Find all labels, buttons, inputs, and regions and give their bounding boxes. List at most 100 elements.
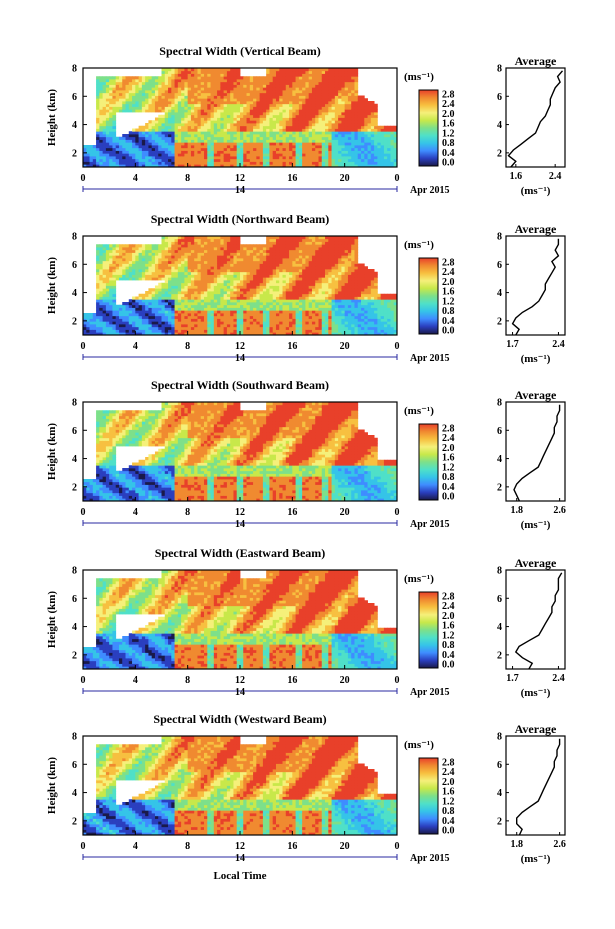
heatmap-cell <box>200 244 205 248</box>
heatmap-cell <box>102 158 107 162</box>
heatmap-cell <box>266 236 270 240</box>
heatmap-cell <box>197 291 202 295</box>
heatmap-cell <box>141 269 146 273</box>
heatmap-cell <box>347 147 352 151</box>
heatmap-cell <box>259 145 264 149</box>
heatmap-cell <box>364 161 368 165</box>
heatmap-cell <box>122 249 126 253</box>
heatmap-cell <box>210 125 215 129</box>
heatmap-cell <box>99 277 104 281</box>
heatmap-cell <box>128 310 133 314</box>
heatmap-cell <box>99 252 104 256</box>
heatmap-cell <box>233 277 238 281</box>
heatmap-cell <box>158 321 162 325</box>
heatmap-cell <box>197 87 202 91</box>
heatmap-cell <box>118 255 123 259</box>
heatmap-cell <box>374 158 378 162</box>
heatmap-cell <box>115 266 120 270</box>
heatmap-cell <box>256 244 261 248</box>
heatmap-cell <box>112 244 117 248</box>
heatmap-cell <box>259 76 264 80</box>
heatmap-cell <box>364 139 368 143</box>
heatmap-cell <box>289 161 293 165</box>
heatmap-cell <box>269 76 274 80</box>
heatmap-cell <box>122 98 126 102</box>
heatmap-cell <box>311 90 316 94</box>
heatmap-cell <box>393 161 398 165</box>
heatmap-cell <box>122 247 126 251</box>
heatmap-cell <box>236 112 241 116</box>
heatmap-cell <box>181 293 185 297</box>
heatmap-cell <box>361 145 365 149</box>
heatmap-cell <box>213 252 218 256</box>
heatmap-cell <box>190 326 195 330</box>
heatmap-cell <box>145 76 149 80</box>
heatmap-cell <box>187 81 192 85</box>
heatmap-cell <box>171 81 175 85</box>
heatmap-cell <box>109 156 113 160</box>
heatmap-cell <box>246 79 251 83</box>
heatmap-cell <box>226 307 231 311</box>
heatmap-cell <box>102 92 107 96</box>
heatmap-cell <box>269 263 274 267</box>
heatmap-cell <box>308 109 313 113</box>
heatmap-cell <box>256 123 261 127</box>
heatmap-cell <box>341 79 346 83</box>
heatmap-cell <box>158 263 162 267</box>
heatmap-cell <box>380 150 385 154</box>
heatmap-cell <box>256 315 261 319</box>
heatmap-cell <box>171 318 175 322</box>
heatmap-cell <box>240 252 244 256</box>
heatmap-cell <box>226 302 231 306</box>
heatmap-cell <box>243 117 247 121</box>
heatmap-cell <box>233 125 238 129</box>
heatmap-cell <box>164 258 169 262</box>
heatmap-cell <box>96 296 100 300</box>
heatmap-cell <box>370 109 375 113</box>
heatmap-cell <box>233 241 238 245</box>
heatmap-cell <box>158 128 162 132</box>
heatmap-cell <box>253 260 257 264</box>
heatmap-cell <box>145 313 149 317</box>
heatmap-cell <box>115 139 120 143</box>
heatmap-cell <box>151 150 156 154</box>
heatmap-cell <box>161 291 166 295</box>
heatmap-cell <box>210 277 215 281</box>
heatmap-cell <box>187 285 192 289</box>
heatmap-cell <box>279 70 283 74</box>
heatmap-cell <box>210 128 215 132</box>
heatmap-cell <box>226 103 231 107</box>
heatmap-cell <box>99 310 104 314</box>
heatmap-cell <box>259 296 264 300</box>
heatmap-cell <box>262 282 267 286</box>
heatmap-cell <box>194 112 198 116</box>
heatmap-cell <box>112 291 117 295</box>
heatmap-cell <box>259 150 264 154</box>
heatmap-cell <box>200 117 205 121</box>
heatmap-cell <box>334 90 339 94</box>
heatmap-cell <box>109 109 113 113</box>
heatmap-cell <box>207 120 211 124</box>
heatmap-cell <box>370 147 375 151</box>
heatmap-cell <box>125 109 130 113</box>
heatmap-cell <box>174 87 179 91</box>
heatmap-cell <box>174 98 179 102</box>
heatmap-cell <box>328 76 332 80</box>
heatmap-cell <box>347 98 352 102</box>
heatmap-cell <box>168 134 172 138</box>
heatmap-cell <box>99 332 104 336</box>
heatmap-cell <box>223 313 228 317</box>
heatmap-cell <box>105 280 110 284</box>
heatmap-cell <box>197 244 202 248</box>
heatmap-cell <box>138 128 143 132</box>
heatmap-cell <box>171 120 175 124</box>
heatmap-cell <box>200 263 205 267</box>
heatmap-cell <box>151 84 156 88</box>
heatmap-cell <box>148 244 153 248</box>
heatmap-cell <box>230 84 234 88</box>
heatmap-cell <box>295 114 300 118</box>
heatmap-cell <box>230 92 234 96</box>
heatmap-cell <box>236 134 241 138</box>
heatmap-cell <box>141 307 146 311</box>
heatmap-cell <box>328 136 332 140</box>
